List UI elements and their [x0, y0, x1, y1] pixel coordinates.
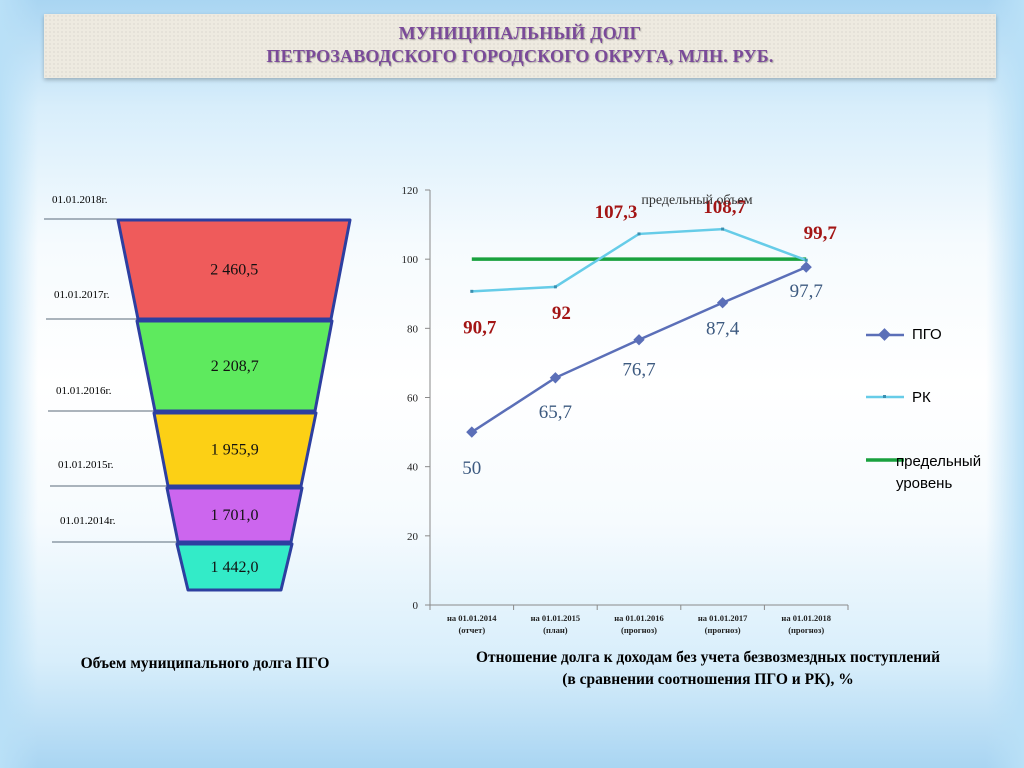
chart-labels: 50 65,7 76,7 87,4 97,7 90,7 92 107,3 108,7 99,7 пр… — [462, 193, 837, 479]
legend-label-limit-1: предельный — [896, 453, 982, 470]
pgo-data-label: 65,7 — [539, 402, 572, 423]
x-tick-label-sub: (прогноз) — [788, 625, 824, 635]
rk-data-label: 107,3 — [595, 202, 638, 223]
x-tick-label: на 01.01.2014 — [447, 613, 497, 623]
rk-data-label: 90,7 — [463, 317, 497, 338]
y-tick-label: 40 — [407, 462, 419, 474]
rk-data-label: 99,7 — [804, 223, 838, 244]
y-tick-label: 0 — [413, 600, 419, 612]
series-pgo-point — [549, 372, 562, 384]
title-line-2: ПЕТРОЗАВОДСКОГО ГОРОДСКОГО ОКРУГА, МЛН. … — [266, 46, 774, 66]
funnel-value-1: 2 208,7 — [211, 358, 259, 375]
series-pgo-point — [800, 261, 812, 273]
x-tick-label-sub: (план) — [543, 625, 568, 635]
chart-series — [466, 227, 812, 438]
funnel-level-1 — [135, 319, 334, 413]
funnel-date-2016: 01.01.2016г. — [56, 385, 112, 397]
series-pgo-point — [633, 334, 645, 346]
x-tick-label: на 01.01.2018 — [781, 613, 831, 623]
funnel-value-3: 1 701,0 — [211, 507, 259, 524]
pgo-data-label: 87,4 — [706, 319, 740, 340]
y-tick-label: 120 — [402, 185, 419, 197]
rk-data-label: 108,7 — [703, 197, 746, 218]
series-rk-point — [804, 258, 808, 262]
y-tick-label: 60 — [407, 393, 419, 405]
funnel-guide-lines — [44, 218, 187, 543]
rk-data-label: 92 — [552, 303, 571, 324]
left-frame-gradient — [0, 0, 38, 768]
pgo-data-label: 76,7 — [622, 360, 655, 381]
funnel-level-2 — [152, 411, 318, 488]
x-tick-label: на 01.01.2016 — [614, 613, 664, 623]
chart-axes: 0 20 40 60 80 100 120 на 01.01.2014 (отчет) на 01… — [402, 185, 849, 635]
funnel-value-2: 1 955,9 — [211, 442, 259, 459]
x-tick-label-sub: (отчет) — [458, 625, 485, 635]
x-tick-label: на 01.01.2015 — [531, 613, 581, 623]
legend-marker-rk — [883, 395, 886, 398]
funnel-level-0 — [116, 218, 352, 321]
x-tick-label-sub: (прогноз) — [621, 625, 657, 635]
title-line-1: МУНИЦИПАЛЬНЫЙ ДОЛГ — [398, 23, 642, 43]
funnel-value-0: 2 460,5 — [210, 262, 258, 279]
y-tick-label: 20 — [407, 531, 419, 543]
pgo-data-label: 97,7 — [790, 281, 823, 302]
y-tick-label: 100 — [402, 254, 419, 266]
series-rk-point — [721, 227, 725, 231]
funnel-level-3 — [165, 486, 304, 544]
limit-annotation: предельный объем — [641, 193, 752, 208]
pgo-data-label: 50 — [462, 458, 481, 479]
funnel-date-2014: 01.01.2014г. — [60, 515, 116, 527]
funnel-levels: 2 460,5 2 208,7 1 955,9 1 701,0 1 442,0 — [116, 218, 352, 592]
legend-label-pgo: ПГО — [912, 326, 942, 343]
chart-caption-line-2: (в сравнении соотношения ПГО и РК), % — [562, 671, 854, 688]
x-tick-label: на 01.01.2017 — [698, 613, 748, 623]
y-tick-label: 80 — [407, 323, 419, 335]
series-rk-point — [553, 285, 557, 289]
funnel-caption: Объем муниципального долга ПГО — [80, 655, 330, 672]
funnel-value-4: 1 442,0 — [211, 559, 259, 576]
funnel-date-2017: 01.01.2017г. — [54, 289, 110, 301]
series-pgo-point — [716, 297, 729, 309]
funnel-date-2018: 01.01.2018г. — [52, 194, 108, 206]
series-pgo-point — [466, 426, 478, 438]
title-banner: МУНИЦИПАЛЬНЫЙ ДОЛГ ПЕТРОЗАВОДСКОГО ГОРОД… — [44, 14, 996, 78]
x-tick-label-sub: (прогноз) — [705, 625, 741, 635]
funnel-date-2015: 01.01.2015г. — [58, 459, 114, 471]
legend-label-rk: РК — [912, 389, 931, 406]
legend-label-limit-2: уровень — [896, 475, 953, 492]
series-rk-point — [637, 232, 641, 236]
funnel-level-4 — [175, 542, 294, 592]
chart-caption-line-1: Отношение долга к доходам без учета безв… — [475, 649, 941, 666]
legend-marker-pgo — [878, 328, 891, 341]
series-rk-point — [470, 289, 474, 293]
